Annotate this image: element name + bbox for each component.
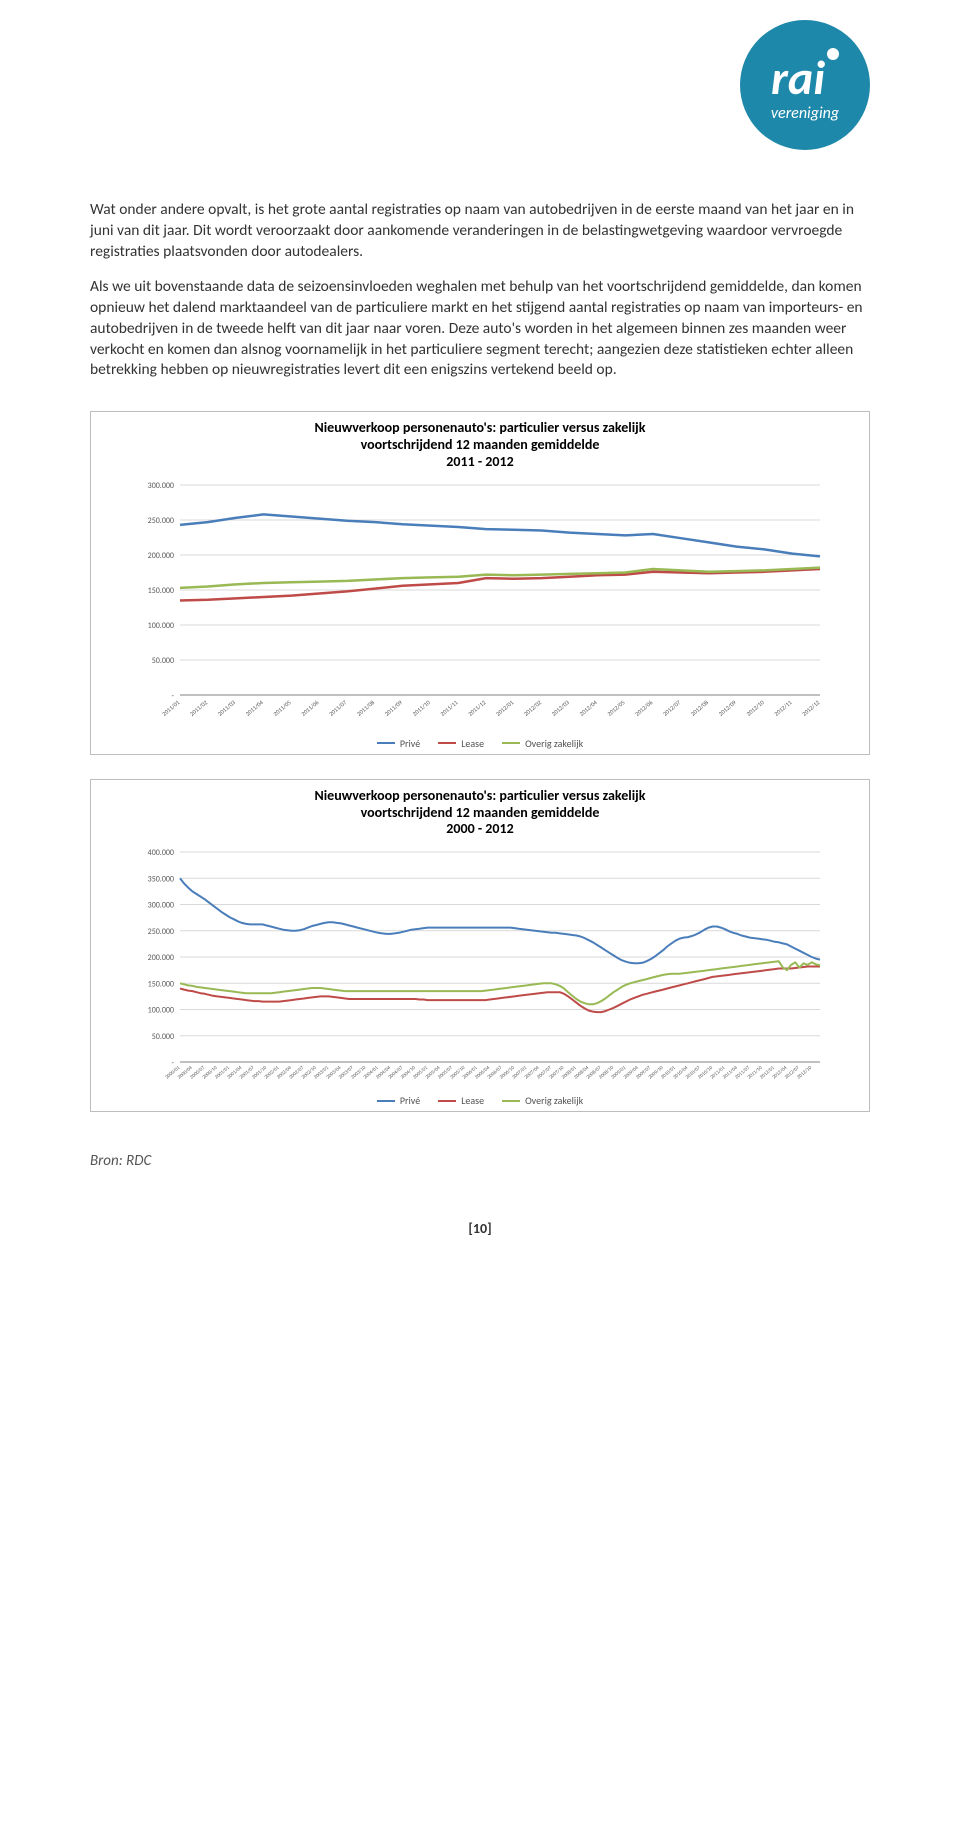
svg-text:350.000: 350.000 [148,874,174,884]
svg-text:2012/10: 2012/10 [796,1065,813,1081]
svg-text:300.000: 300.000 [148,901,174,911]
page-number: [10] [90,1220,870,1237]
svg-text:2012/04: 2012/04 [578,698,599,717]
legend-prive-2: Privé [377,1094,420,1107]
chart-2-legend: Privé Lease Overig zakelijk [101,1094,859,1107]
svg-text:2011/04: 2011/04 [244,698,265,717]
svg-text:2011/08: 2011/08 [355,698,376,717]
legend-overig: Overig zakelijk [502,737,583,750]
chart-2-title: Nieuwverkoop personenauto's: particulier… [101,788,859,838]
svg-text:250.000: 250.000 [148,516,174,526]
chart-1-container: Nieuwverkoop personenauto's: particulier… [90,411,870,754]
svg-text:2012/08: 2012/08 [689,698,710,717]
chart-2-container: Nieuwverkoop personenauto's: particulier… [90,779,870,1112]
logo-sub-text: vereniging [771,104,839,123]
paragraph-1: Wat onder andere opvalt, is het grote aa… [90,200,870,263]
svg-text:2011/02: 2011/02 [188,698,209,717]
svg-text:50.000: 50.000 [152,656,174,666]
svg-text:2012/02: 2012/02 [522,698,543,717]
svg-text:300.000: 300.000 [148,481,174,491]
chart-1-title: Nieuwverkoop personenauto's: particulier… [101,420,859,470]
svg-text:2012/01: 2012/01 [494,698,515,717]
svg-text:2012/05: 2012/05 [606,698,627,717]
svg-text:200.000: 200.000 [148,551,174,561]
svg-text:400.000: 400.000 [148,848,174,858]
svg-text:2012/06: 2012/06 [633,698,654,717]
svg-text:2011/12: 2011/12 [466,698,487,717]
legend-prive: Privé [377,737,420,750]
svg-text:2011/06: 2011/06 [300,698,321,717]
logo-main-text: rai [771,48,839,102]
svg-text:150.000: 150.000 [148,586,174,596]
svg-text:50.000: 50.000 [152,1032,174,1042]
svg-text:2011/10: 2011/10 [411,698,432,717]
brand-logo: rai vereniging [740,20,870,150]
svg-text:2011/07: 2011/07 [327,698,348,717]
svg-text:2012/11: 2012/11 [773,698,794,717]
svg-text:2011/11: 2011/11 [439,698,460,717]
legend-lease-2: Lease [438,1094,484,1107]
chart-1-svg: -50.000100.000150.000200.000250.000300.0… [130,475,830,735]
legend-lease: Lease [438,737,484,750]
svg-text:2012/03: 2012/03 [550,698,571,717]
svg-text:250.000: 250.000 [148,927,174,937]
svg-text:2012/07: 2012/07 [661,698,682,717]
source-label: Bron: RDC [90,1152,870,1170]
svg-text:200.000: 200.000 [148,953,174,963]
svg-text:100.000: 100.000 [148,621,174,631]
legend-overig-2: Overig zakelijk [502,1094,583,1107]
svg-text:2012/12: 2012/12 [800,698,821,717]
svg-text:150.000: 150.000 [148,979,174,989]
svg-text:2011/03: 2011/03 [216,698,237,717]
svg-text:2012/10: 2012/10 [745,698,766,717]
paragraph-2: Als we uit bovenstaande data de seizoens… [90,277,870,382]
chart-1-legend: Privé Lease Overig zakelijk [101,737,859,750]
svg-text:2011/01: 2011/01 [160,698,181,717]
svg-text:100.000: 100.000 [148,1006,174,1016]
svg-text:2011/09: 2011/09 [383,698,404,717]
svg-text:2012/09: 2012/09 [717,698,738,717]
svg-text:2011/05: 2011/05 [272,698,293,717]
chart-2-svg: -50.000100.000150.000200.000250.000300.0… [130,842,830,1092]
